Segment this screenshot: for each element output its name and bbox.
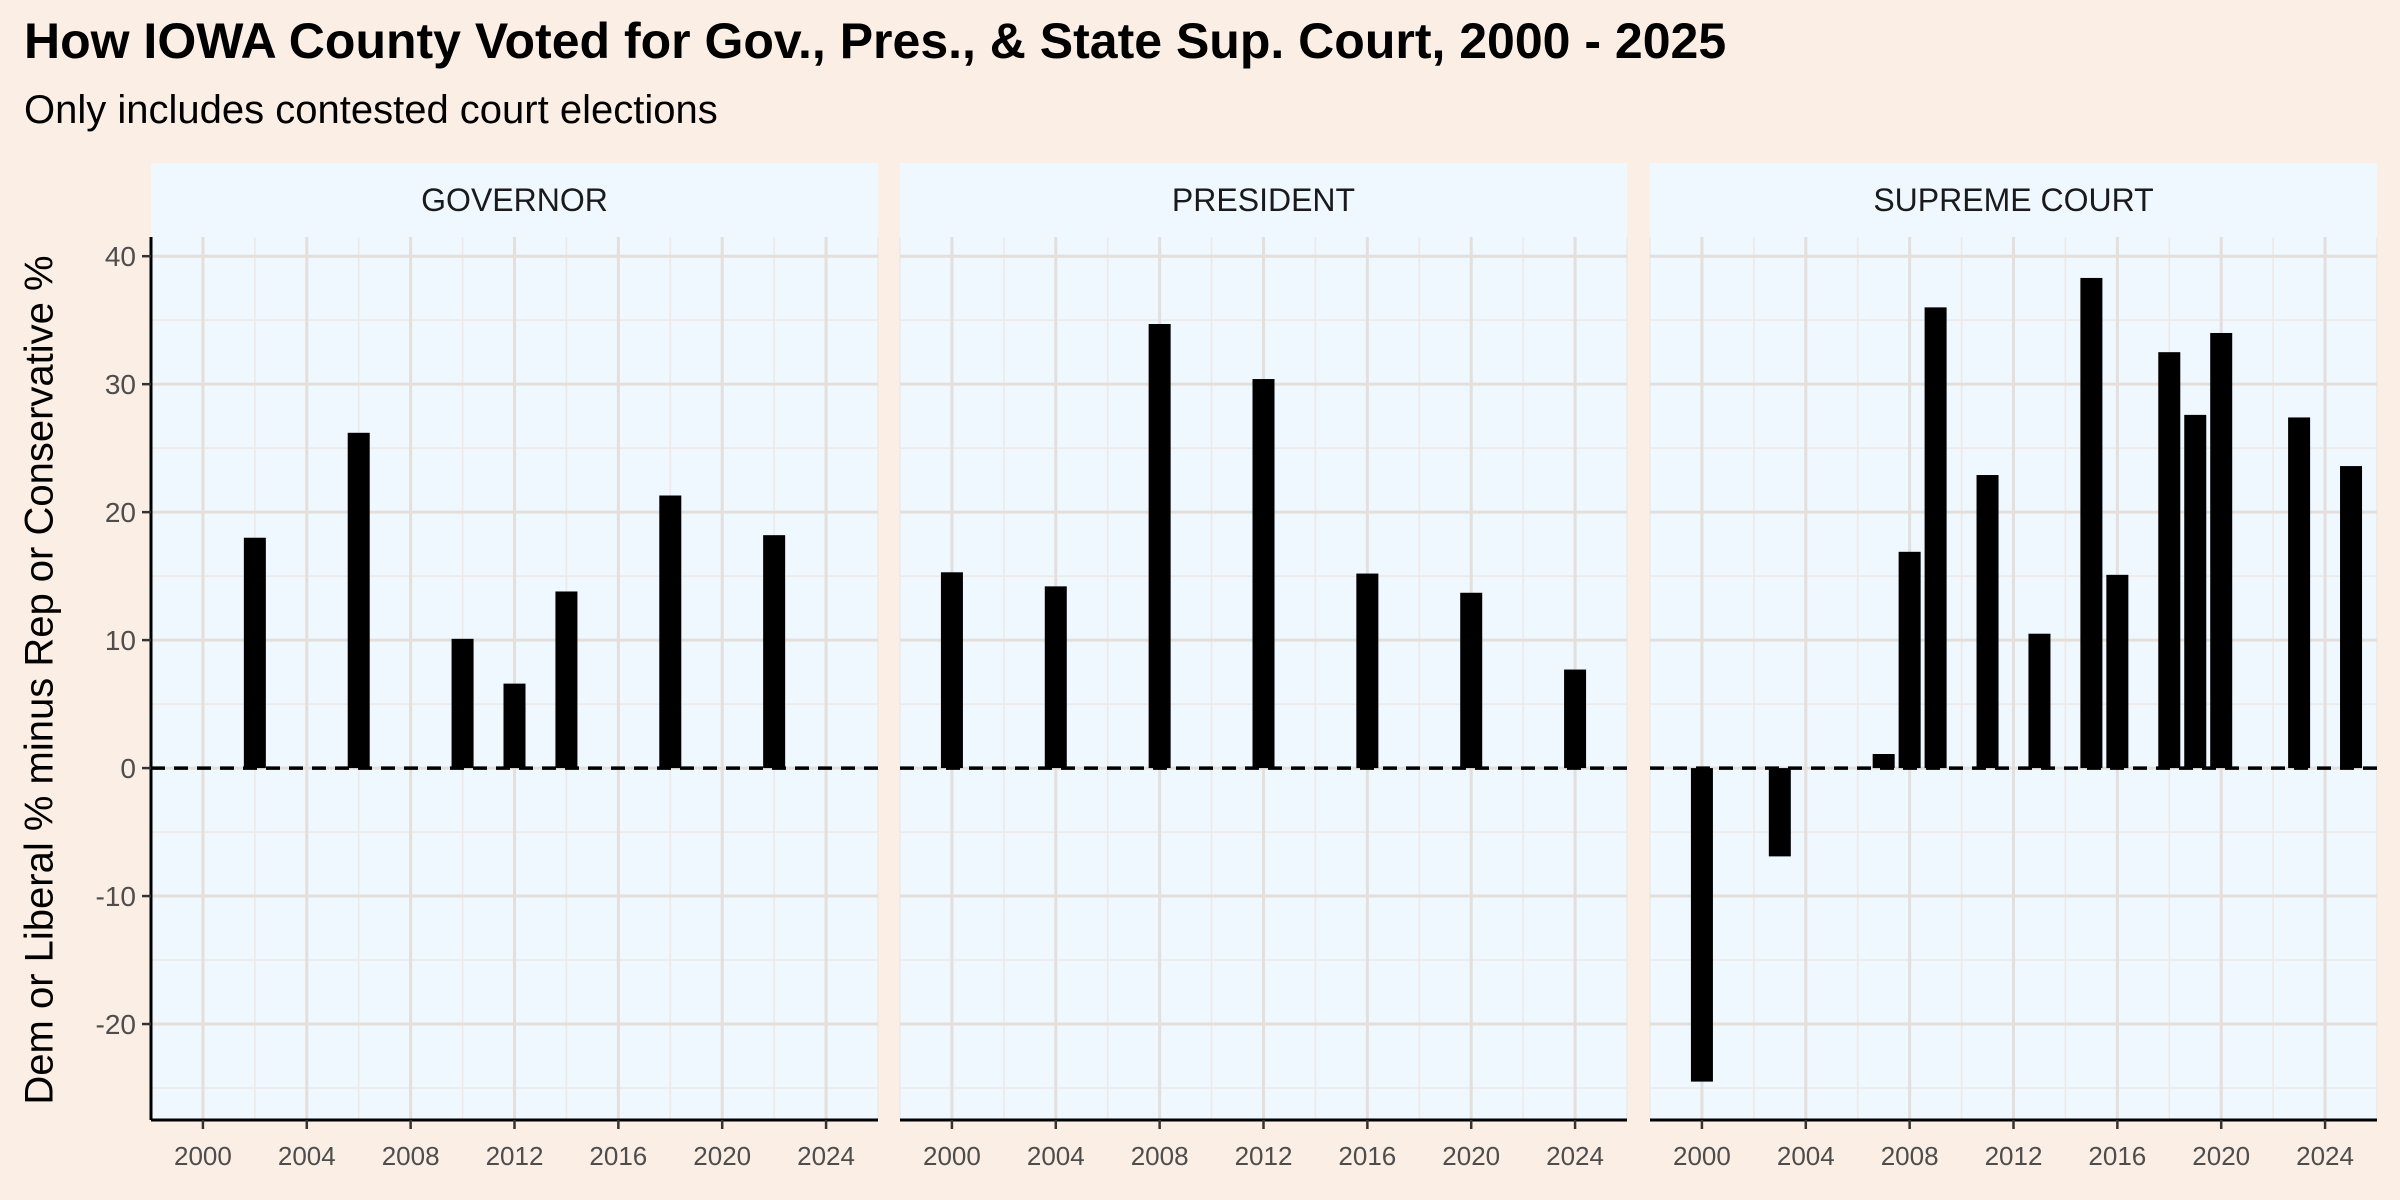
bar-president-2024: [1564, 669, 1587, 769]
bar-supreme-court-2025: [2340, 466, 2363, 769]
x-tick-label: 2012: [486, 1141, 544, 1171]
bar-supreme-court-2013: [2028, 633, 2051, 769]
bar-governor-2014: [555, 591, 578, 769]
x-tick-label: 2000: [923, 1141, 981, 1171]
x-tick-label: 2008: [1131, 1141, 1189, 1171]
bar-president-2020: [1460, 592, 1483, 769]
bar-supreme-court-2003: [1768, 768, 1791, 857]
bar-governor-2002: [243, 537, 266, 769]
bar-governor-2012: [503, 683, 526, 769]
x-tick-label: 2024: [797, 1141, 855, 1171]
bar-governor-2006: [347, 432, 370, 769]
bar-supreme-court-2011: [1976, 475, 1999, 769]
facet-strip: [900, 163, 1627, 237]
x-tick-label: 2004: [1027, 1141, 1085, 1171]
bar-governor-2010: [451, 638, 474, 769]
y-tick-label: 20: [105, 497, 136, 528]
x-tick-label: 2024: [2296, 1141, 2354, 1171]
x-tick-label: 2016: [2088, 1141, 2146, 1171]
y-tick-label: 10: [105, 625, 136, 656]
x-tick-label: 2012: [1985, 1141, 2043, 1171]
chart-subtitle: Only includes contested court elections: [24, 88, 718, 132]
x-tick-label: 2020: [1442, 1141, 1500, 1171]
facet-strip-label: GOVERNOR: [421, 182, 608, 218]
bar-supreme-court-2018: [2158, 352, 2181, 769]
bar-supreme-court-2008: [1898, 551, 1921, 769]
facet-strip: [151, 163, 878, 237]
x-tick-label: 2004: [278, 1141, 336, 1171]
bar-governor-2022: [763, 535, 786, 769]
y-tick-label: -10: [96, 881, 136, 912]
y-tick-label: 40: [105, 241, 136, 272]
x-tick-label: 2008: [1881, 1141, 1939, 1171]
bar-supreme-court-2016: [2106, 574, 2129, 769]
x-tick-label: 2024: [1546, 1141, 1604, 1171]
y-tick-label: 30: [105, 369, 136, 400]
y-tick-label: -20: [96, 1009, 136, 1040]
x-tick-label: 2004: [1777, 1141, 1835, 1171]
bar-president-2000: [940, 572, 963, 769]
x-tick-label: 2016: [589, 1141, 647, 1171]
facet-strip: [1650, 163, 2377, 237]
bar-president-2016: [1356, 573, 1379, 769]
x-tick-label: 2020: [693, 1141, 751, 1171]
x-tick-label: 2016: [1338, 1141, 1396, 1171]
bar-supreme-court-2015: [2080, 277, 2103, 769]
x-tick-label: 2008: [382, 1141, 440, 1171]
facet-strip-label: SUPREME COURT: [1873, 182, 2153, 218]
bar-supreme-court-2020: [2210, 332, 2233, 769]
x-tick-label: 2000: [1673, 1141, 1731, 1171]
bar-supreme-court-2000: [1690, 768, 1713, 1082]
bar-governor-2018: [659, 495, 682, 769]
x-tick-label: 2012: [1235, 1141, 1293, 1171]
bar-supreme-court-2007: [1872, 754, 1895, 769]
bar-president-2012: [1252, 379, 1275, 769]
x-tick-label: 2020: [2192, 1141, 2250, 1171]
bar-president-2004: [1044, 586, 1067, 769]
chart-title: How IOWA County Voted for Gov., Pres., &…: [24, 13, 1727, 69]
bar-supreme-court-2009: [1924, 307, 1947, 769]
bar-supreme-court-2023: [2288, 417, 2311, 769]
facet-strip-label: PRESIDENT: [1172, 182, 1355, 218]
x-tick-label: 2000: [174, 1141, 232, 1171]
y-tick-label: 0: [120, 753, 136, 784]
bar-supreme-court-2019: [2184, 414, 2207, 769]
bar-president-2008: [1148, 324, 1171, 769]
